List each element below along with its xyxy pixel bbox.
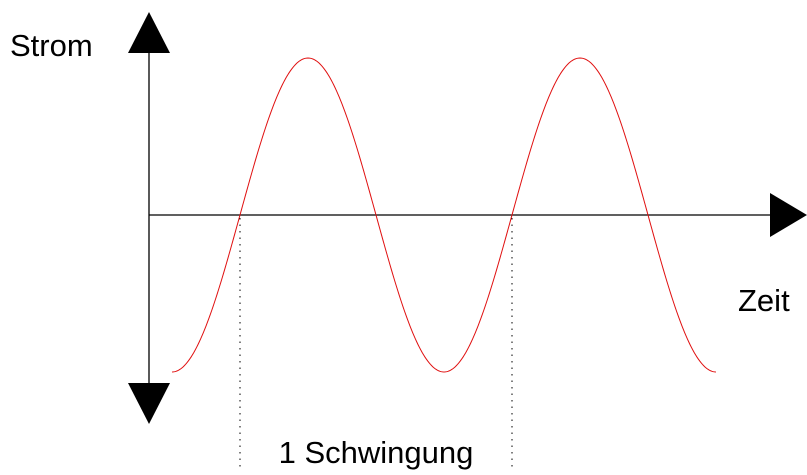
period-label: 1 Schwingung xyxy=(279,435,474,470)
y-axis-arrow-up xyxy=(128,12,170,53)
y-axis-arrow-down xyxy=(128,383,170,424)
y-axis-label: Strom xyxy=(10,28,93,63)
x-axis-arrow-right xyxy=(770,193,807,237)
x-axis-label: Zeit xyxy=(738,283,790,318)
current-sine-wave xyxy=(171,57,717,373)
